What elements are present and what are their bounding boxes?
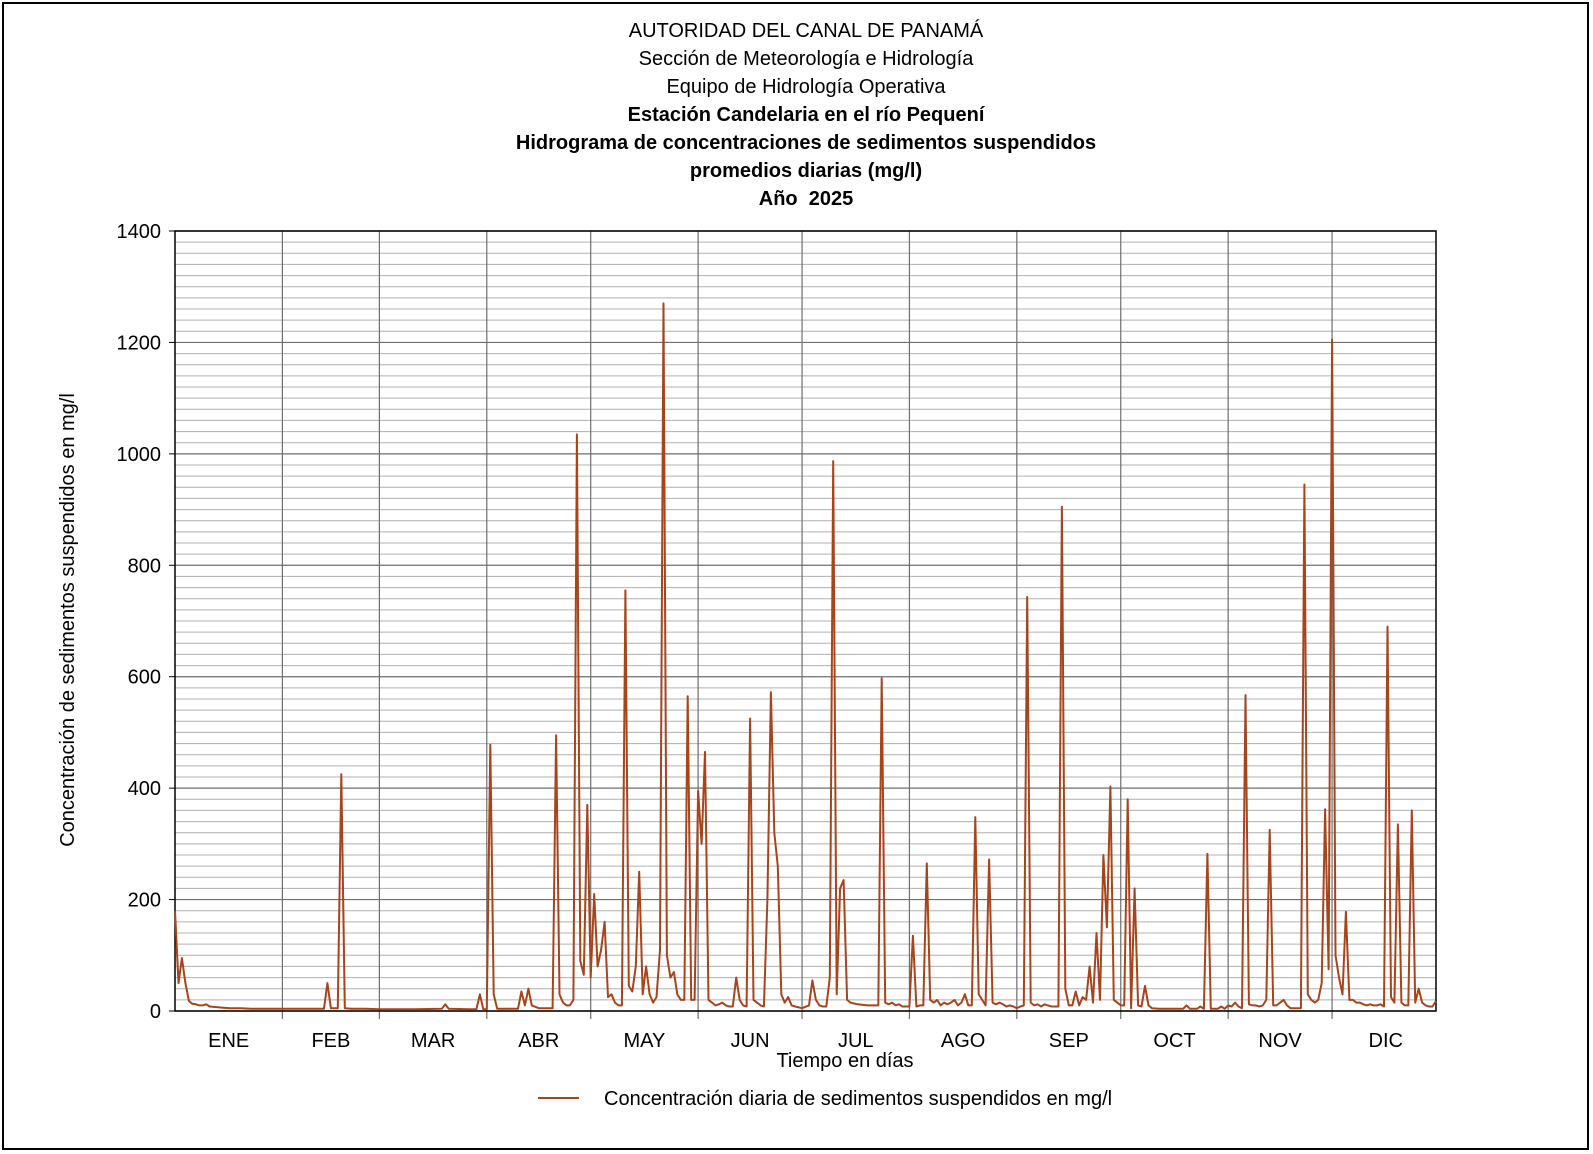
title-hydrograph: Hidrograma de concentraciones de sedimen… <box>516 132 1096 154</box>
x-tick-label: SEP <box>1049 1030 1089 1052</box>
x-tick-label: JUL <box>838 1030 874 1052</box>
y-tick-label: 800 <box>128 555 161 577</box>
x-tick-label: MAR <box>411 1030 455 1052</box>
x-tick-label: AGO <box>941 1030 985 1052</box>
x-axis-title: Tiempo en días <box>776 1050 913 1072</box>
x-tick-label: JUN <box>731 1030 770 1052</box>
y-tick-label: 400 <box>128 778 161 800</box>
x-axis-month-labels: ENE FEB MAR ABR MAY JUN JUL AGO SEP OCT NOV DIC <box>208 1030 1403 1052</box>
x-tick-label: OCT <box>1153 1030 1195 1052</box>
y-tick-label: 1200 <box>117 332 162 354</box>
series-line <box>174 302 1437 1011</box>
y-tick-label: 0 <box>150 1001 161 1023</box>
month-grid <box>281 231 1333 1019</box>
x-tick-label: DIC <box>1369 1030 1403 1052</box>
chart-titles: AUTORIDAD DEL CANAL DE PANAMÁ Sección de… <box>516 19 1096 210</box>
y-axis-title: Concentración de sedimentos suspendidos … <box>57 393 79 847</box>
y-tick-label: 600 <box>128 667 161 689</box>
y-tick-label: 1400 <box>117 221 162 243</box>
y-axis-ticks: 0 200 400 600 800 1000 1200 1400 <box>117 221 175 1023</box>
x-tick-label: FEB <box>311 1030 350 1052</box>
x-tick-label: MAY <box>623 1030 665 1052</box>
title-team: Equipo de Hidrología Operativa <box>666 76 946 98</box>
x-tick-label: ENE <box>208 1030 249 1052</box>
title-units: promedios diarias (mg/l) <box>690 160 922 182</box>
title-section: Sección de Meteorología e Hidrología <box>639 48 975 70</box>
title-authority: AUTORIDAD DEL CANAL DE PANAMÁ <box>629 19 984 42</box>
x-tick-label: ABR <box>518 1030 559 1052</box>
y-tick-label: 1000 <box>117 444 162 466</box>
title-station: Estación Candelaria en el río Pequení <box>628 104 986 126</box>
x-tick-label: NOV <box>1258 1030 1302 1052</box>
legend-label: Concentración diaria de sedimentos suspe… <box>604 1088 1112 1110</box>
data-series <box>174 302 1437 1011</box>
legend: Concentración diaria de sedimentos suspe… <box>538 1088 1112 1110</box>
plot-area <box>174 230 1437 1012</box>
minor-grid <box>175 241 1436 1001</box>
title-year: Año 2025 <box>759 188 853 210</box>
y-tick-label: 200 <box>128 890 161 912</box>
